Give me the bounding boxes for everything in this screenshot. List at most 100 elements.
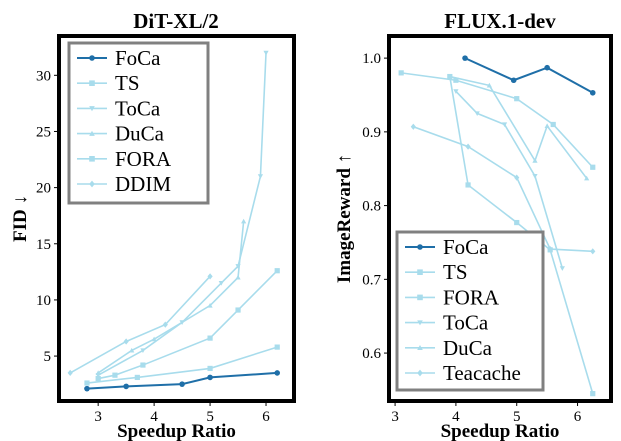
y-tick-label: 20 <box>36 181 51 197</box>
legend-label: TS <box>115 71 140 95</box>
series-line <box>97 221 245 374</box>
x-tick-label: 3 <box>94 409 102 425</box>
data-point <box>514 96 520 102</box>
y-tick-label: 0.7 <box>362 272 381 288</box>
plot-frame <box>387 34 613 403</box>
legend-label: FoCa <box>443 235 489 259</box>
data-point <box>84 385 90 392</box>
data-point <box>151 336 157 342</box>
x-tick-label: 4 <box>150 409 158 425</box>
data-point <box>207 273 213 280</box>
data-point <box>547 245 553 253</box>
legend-marker <box>89 55 95 61</box>
y-axis-label: FID ↓ <box>10 195 31 242</box>
series-foca <box>462 55 596 96</box>
data-point <box>474 111 480 117</box>
series-line <box>69 275 211 374</box>
legend-marker <box>89 180 95 188</box>
series-toca <box>453 89 565 271</box>
x-tick-label: 3 <box>391 409 399 425</box>
x-axis-label: Speedup Ratio <box>441 421 560 441</box>
x-tick-label: 5 <box>206 409 214 425</box>
data-point <box>544 123 550 129</box>
y-tick-label: 10 <box>36 293 51 309</box>
legend-marker <box>417 244 423 250</box>
y-tick-label: 15 <box>36 237 51 253</box>
y-tick-label: 30 <box>36 68 51 84</box>
data-point <box>179 381 185 387</box>
legend-label: FoCa <box>115 46 161 70</box>
legend-item-duca: DuCa <box>77 122 165 146</box>
data-point <box>514 174 520 181</box>
data-point <box>453 77 459 83</box>
y-tick-label: 0.9 <box>362 125 381 141</box>
series-fora <box>95 268 280 382</box>
legend-item-toca: ToCa <box>77 96 161 120</box>
series-foca <box>84 370 281 392</box>
legend-marker <box>417 369 423 377</box>
data-point <box>84 380 90 386</box>
data-point <box>532 174 538 179</box>
data-point <box>95 370 101 376</box>
legend-item-toca: ToCa <box>405 311 489 335</box>
data-point <box>447 73 453 79</box>
chart-title: FLUX.1-dev <box>444 9 556 33</box>
data-point <box>207 302 213 308</box>
data-point <box>453 89 459 94</box>
data-point <box>274 268 280 274</box>
series-line <box>449 75 588 179</box>
legend-marker <box>417 269 423 275</box>
legend-marker <box>89 130 95 136</box>
data-point <box>207 365 213 372</box>
data-point <box>532 158 538 163</box>
chart-dit-xl2: DiT-XL/2 Speedup Ratio FID ↓ 3 4 5 6 5 10 15 20 25 3… <box>10 9 296 441</box>
data-point <box>514 219 520 226</box>
series-line <box>98 270 278 380</box>
data-point <box>263 50 269 56</box>
x-tick-label: 6 <box>574 409 582 425</box>
data-point <box>235 274 241 280</box>
data-point <box>589 89 596 96</box>
data-point <box>112 372 118 378</box>
series-line <box>464 57 594 94</box>
data-point <box>462 55 468 61</box>
data-point <box>465 182 471 188</box>
data-point <box>140 348 146 354</box>
y-tick-label: 1.0 <box>362 51 381 67</box>
series-line <box>86 346 278 384</box>
data-point <box>590 164 596 170</box>
data-point <box>257 174 264 179</box>
data-point <box>398 70 404 76</box>
legend-box <box>67 41 210 205</box>
legend-item-fora: FORA <box>405 285 500 309</box>
legend-item-ts: TS <box>405 260 468 284</box>
legend-label: ToCa <box>115 96 161 120</box>
x-tick-label: 6 <box>262 409 270 425</box>
data-point <box>207 374 213 381</box>
data-point <box>584 175 590 181</box>
series-duca <box>447 73 590 181</box>
data-point <box>501 122 508 128</box>
data-point <box>559 266 565 271</box>
legend-label: DDIM <box>115 172 171 196</box>
data-point <box>241 218 247 224</box>
series-teacache <box>410 123 596 255</box>
series-duca <box>95 218 247 376</box>
legend-marker <box>89 80 95 86</box>
data-point <box>207 335 213 341</box>
legend-item-fora: FORA <box>77 147 172 171</box>
data-point <box>274 344 280 350</box>
x-tick-label: 4 <box>452 409 460 425</box>
legend-label: FORA <box>115 147 172 171</box>
data-point <box>140 362 146 368</box>
x-axis-label: Speedup Ratio <box>117 421 236 441</box>
data-point <box>162 321 168 328</box>
legend-item-teacache: Teacache <box>405 361 521 385</box>
legend-item-duca: DuCa <box>405 336 493 360</box>
data-point <box>544 64 550 71</box>
data-point <box>465 143 471 150</box>
legend-item-ts: TS <box>77 71 140 95</box>
